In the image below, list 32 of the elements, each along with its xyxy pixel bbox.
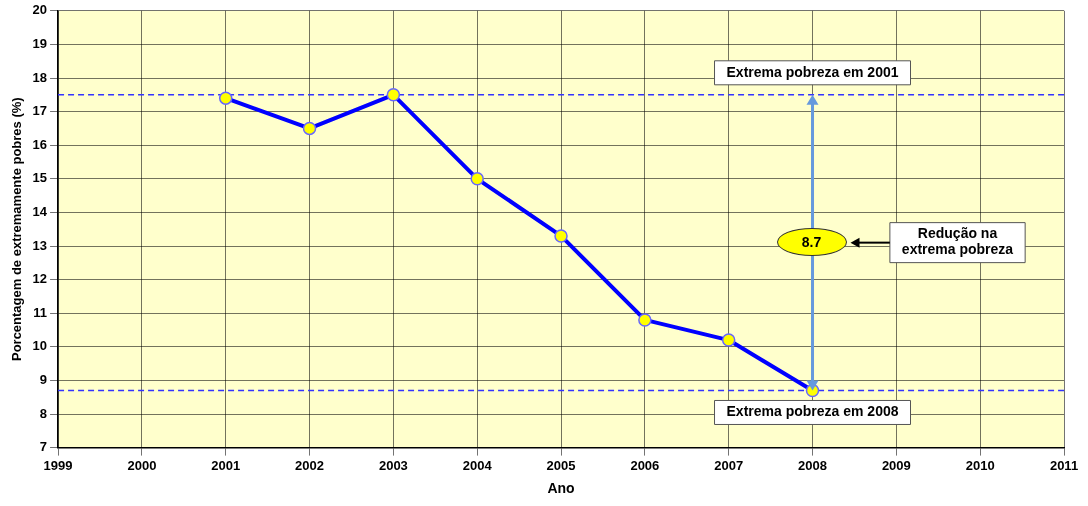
x-tick-label: 2004 [462,457,493,473]
annotation: Redução na extrema pobreza [901,225,1014,258]
x-tick-label: 1999 [43,457,73,473]
y-tick-label: 17 [32,103,48,119]
y-tick-label: 9 [39,371,48,387]
x-tick-label: 2011 [1049,457,1079,473]
y-tick-label: 8 [39,405,48,421]
ref-line-label: Extrema pobreza em 2001 [726,63,899,80]
y-tick-label: 19 [32,35,48,51]
x-tick-label: 2003 [378,457,408,473]
x-tick-label: 2001 [211,457,241,473]
y-tick-label: 10 [32,338,48,354]
y-axis-title: Porcentagem de extremamente pobres (%) [9,97,25,362]
y-tick-label: 16 [32,136,48,152]
x-tick-label: 2008 [798,457,827,473]
x-tick-label: 2009 [881,457,911,473]
ref-line-label: Extrema pobreza em 2008 [726,403,899,420]
x-tick-label: 2000 [127,457,157,473]
y-tick-label: 15 [32,170,48,186]
x-tick-label: 2002 [295,457,325,473]
x-axis-title: Ano [547,480,575,497]
x-tick-label: 2005 [546,457,576,473]
y-tick-label: 11 [33,304,48,320]
x-tick-label: 2006 [630,457,660,473]
y-tick-label: 12 [32,271,48,287]
y-tick-label: 13 [32,237,48,253]
y-tick-label: 14 [32,203,48,219]
y-tick-label: 18 [32,69,48,85]
x-tick-label: 2010 [965,457,995,473]
x-tick-label: 2007 [714,457,744,473]
y-tick-label: 7 [39,439,48,455]
y-tick-label: 20 [32,2,48,18]
